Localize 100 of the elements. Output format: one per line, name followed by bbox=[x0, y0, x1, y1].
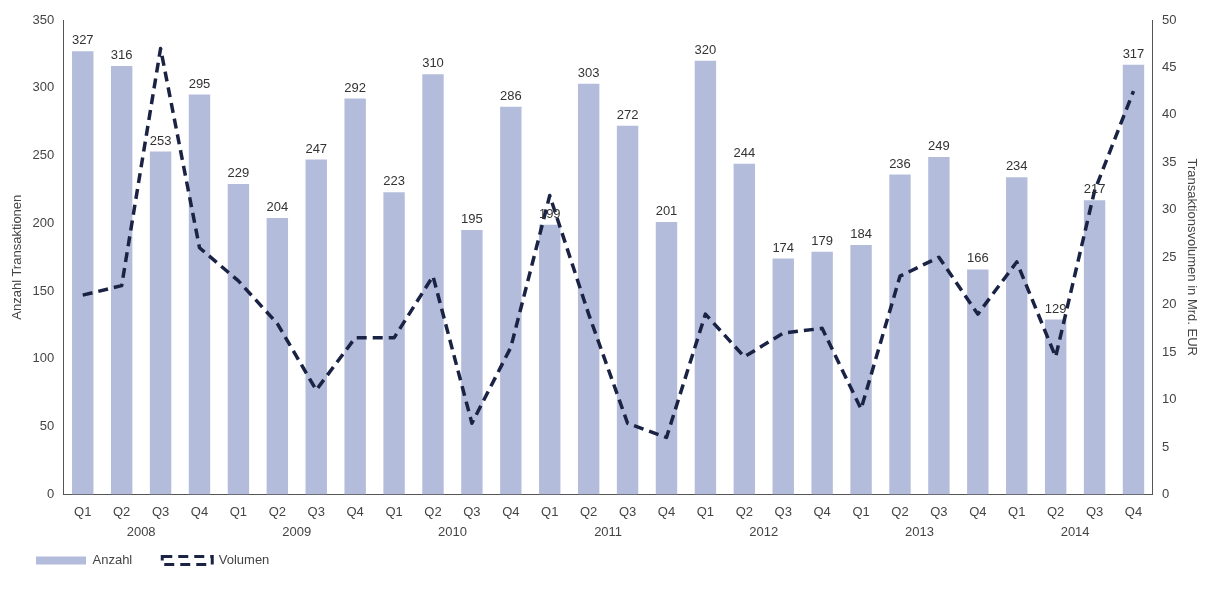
data-label: 320 bbox=[694, 41, 717, 57]
bar bbox=[110, 66, 133, 495]
data-label: 316 bbox=[110, 47, 133, 63]
bar bbox=[461, 230, 483, 495]
data-label: 310 bbox=[422, 55, 444, 71]
data-label: 129 bbox=[1044, 300, 1067, 316]
y-tick-label: 100 bbox=[32, 350, 55, 366]
data-label: 295 bbox=[188, 75, 211, 91]
text: 2010 bbox=[437, 524, 467, 540]
text: 2014 bbox=[1060, 524, 1090, 540]
data-label: 223 bbox=[383, 173, 405, 189]
x-tick-label: Q2 bbox=[1046, 503, 1065, 519]
x-tick-label: Q4 bbox=[657, 503, 676, 519]
x-tick-label: Q1 bbox=[852, 503, 870, 519]
data-label: 253 bbox=[149, 132, 172, 148]
bar bbox=[72, 51, 94, 495]
x-tick-label: Q4 bbox=[346, 503, 364, 519]
bar bbox=[500, 106, 522, 495]
bar bbox=[305, 159, 327, 495]
bar bbox=[616, 125, 639, 495]
y2-tick-label: 20 bbox=[1161, 296, 1177, 312]
x-tick-label: Q2 bbox=[112, 503, 131, 519]
data-label: 201 bbox=[655, 203, 678, 219]
data-label: 247 bbox=[305, 140, 328, 156]
x-tick-label: Q4 bbox=[502, 503, 520, 519]
bar bbox=[1044, 319, 1067, 495]
bar bbox=[577, 83, 600, 495]
data-label: 327 bbox=[71, 32, 94, 48]
y-tick-label: 150 bbox=[32, 282, 55, 298]
x-tick-label: Q3 bbox=[151, 503, 170, 519]
text: 2009 bbox=[282, 524, 312, 540]
data-label: 249 bbox=[928, 137, 950, 153]
y2-tick-label: 25 bbox=[1161, 248, 1177, 264]
y-tick-label: 0 bbox=[47, 485, 55, 501]
x-tick-label: Q2 bbox=[579, 503, 598, 519]
bar bbox=[1122, 64, 1145, 495]
data-label: 195 bbox=[461, 211, 483, 227]
bar bbox=[1006, 177, 1028, 495]
legend-label: Volumen bbox=[218, 552, 270, 568]
bar bbox=[149, 151, 172, 495]
y2-tick-label: 50 bbox=[1161, 11, 1177, 27]
data-label: 217 bbox=[1083, 181, 1106, 197]
bar bbox=[539, 224, 561, 495]
bar bbox=[772, 258, 794, 495]
y2-tick-label: 40 bbox=[1161, 106, 1177, 122]
x-tick-label: Q1 bbox=[229, 503, 248, 519]
x-tick-label: Q3 bbox=[307, 503, 325, 519]
y2-axis-title: Transaktionsvolumen in Mrd. EUR bbox=[1184, 158, 1200, 356]
x-tick-label: Q2 bbox=[268, 503, 286, 519]
y2-tick-label: 45 bbox=[1161, 59, 1177, 75]
data-label: 303 bbox=[577, 64, 600, 80]
text: 2012 bbox=[749, 524, 779, 540]
x-tick-label: Q4 bbox=[813, 503, 831, 519]
x-tick-label: Q3 bbox=[930, 503, 948, 519]
y-tick-label: 350 bbox=[32, 11, 55, 27]
x-tick-label: Q4 bbox=[969, 503, 987, 519]
y2-tick-label: 5 bbox=[1161, 438, 1170, 454]
bar bbox=[655, 221, 678, 495]
bar bbox=[344, 98, 366, 495]
x-tick-label: Q2 bbox=[891, 503, 909, 519]
legend-label: Anzahl bbox=[92, 552, 133, 568]
x-tick-label: Q1 bbox=[74, 503, 92, 519]
bar bbox=[967, 269, 989, 495]
y-tick-label: 50 bbox=[39, 418, 55, 434]
y2-tick-label: 0 bbox=[1161, 485, 1170, 501]
data-label: 166 bbox=[966, 250, 989, 266]
x-tick-label: Q1 bbox=[385, 503, 403, 519]
data-label: 234 bbox=[1005, 158, 1028, 174]
y2-tick-label: 10 bbox=[1161, 391, 1177, 407]
x-tick-label: Q1 bbox=[1008, 503, 1026, 519]
y2-tick-label: 30 bbox=[1161, 201, 1177, 217]
text: 2013 bbox=[904, 524, 934, 540]
bar bbox=[383, 192, 405, 495]
data-label: 244 bbox=[733, 144, 756, 160]
data-label: 317 bbox=[1122, 45, 1145, 61]
x-tick-label: Q2 bbox=[735, 503, 753, 519]
x-tick-label: Q1 bbox=[541, 503, 559, 519]
x-tick-label: Q1 bbox=[696, 503, 715, 519]
x-tick-label: Q4 bbox=[190, 503, 209, 519]
data-label: 179 bbox=[811, 232, 833, 248]
y2-tick-label: 35 bbox=[1161, 153, 1177, 169]
bar bbox=[266, 217, 289, 495]
text: 2011 bbox=[594, 524, 623, 540]
y-tick-label: 300 bbox=[32, 79, 55, 95]
x-tick-label: Q3 bbox=[1085, 503, 1104, 519]
x-tick-label: Q3 bbox=[463, 503, 481, 519]
x-tick-label: Q3 bbox=[774, 503, 792, 519]
y2-tick-label: 15 bbox=[1161, 343, 1177, 359]
x-tick-label: Q4 bbox=[1124, 503, 1143, 519]
text: 2008 bbox=[126, 524, 156, 540]
y-axis-title: Anzahl Transaktionen bbox=[9, 194, 25, 320]
data-label: 272 bbox=[616, 106, 639, 122]
bar bbox=[733, 163, 756, 495]
x-tick-label: Q2 bbox=[424, 503, 442, 519]
data-label: 229 bbox=[227, 165, 250, 181]
data-label: 236 bbox=[889, 155, 911, 171]
data-label: 204 bbox=[266, 198, 289, 214]
bar bbox=[1083, 200, 1106, 495]
y-tick-label: 250 bbox=[32, 147, 55, 163]
bar bbox=[811, 251, 833, 495]
